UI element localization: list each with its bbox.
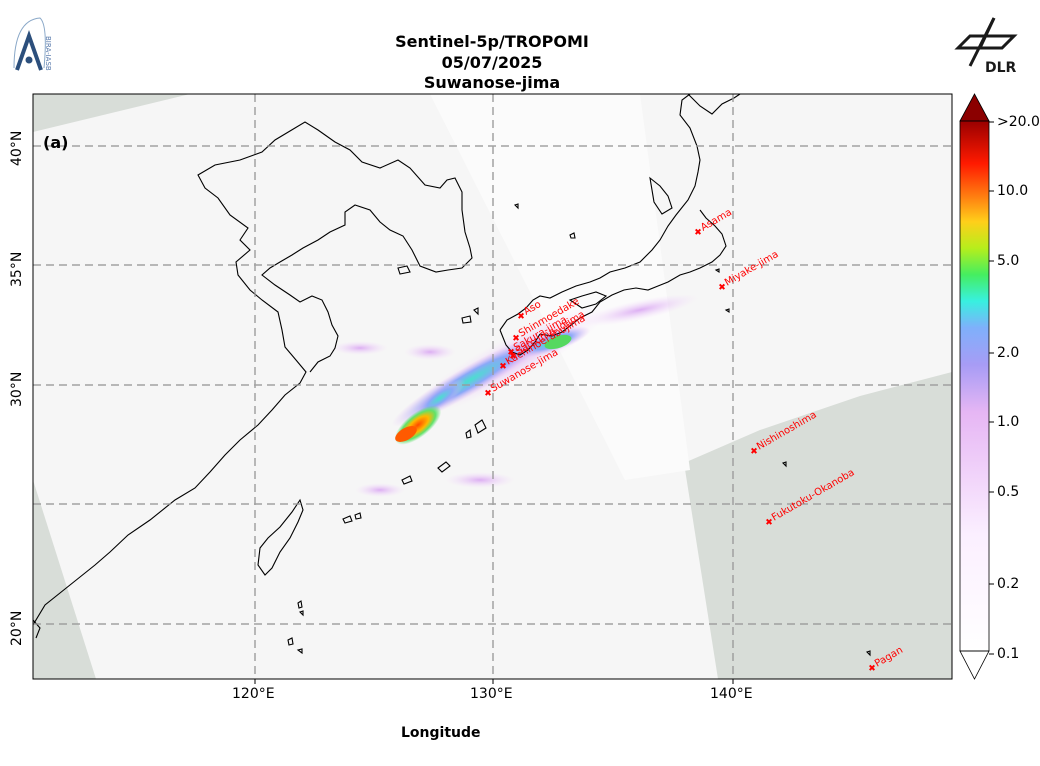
- x-tick-label-140: 140°E: [710, 686, 753, 702]
- figure-title: Sentinel-5p/TROPOMI 05/07/2025 Suwanose-…: [0, 32, 984, 94]
- bira-iasb-logo-text: BIRA-IASB: [44, 36, 52, 71]
- y-tick-label-30: 30°N: [9, 371, 25, 407]
- volcano-marker-satsuma-iojima: ✖: [509, 352, 517, 362]
- gridlines: [33, 94, 952, 679]
- swath-seam: [430, 94, 690, 480]
- colorbar-tick-0-1: 0.1: [997, 646, 1020, 662]
- x-axis-title: Longitude: [401, 725, 481, 741]
- y-tick-label-40: 40°N: [9, 130, 25, 166]
- volcano-marker-asama: ✖: [694, 228, 702, 238]
- panel-label: (a): [43, 133, 69, 152]
- volcano-marker-miyake-jima: ✖: [718, 283, 726, 293]
- volcano-marker-suwanose-jima: ✖: [484, 389, 492, 399]
- volcano-marker-fukutoku-okanoba: ✖: [765, 518, 773, 528]
- no-data-region: [684, 372, 952, 679]
- title-date: 05/07/2025: [441, 52, 543, 72]
- colorbar-tick-0-2: 0.2: [997, 576, 1020, 592]
- no-data-region: [33, 94, 190, 132]
- volcano-marker-aso: ✖: [517, 312, 525, 322]
- no-data-region: [33, 480, 96, 679]
- volcano-marker-sakura-jima: ✖: [507, 348, 515, 358]
- bira-iasb-logo: [13, 17, 46, 71]
- colorbar: [959, 93, 994, 680]
- x-tick-label-130: 130°E: [470, 686, 513, 702]
- title-instrument: Sentinel-5p/TROPOMI: [395, 32, 589, 51]
- colorbar-tick-1-0: 1.0: [997, 414, 1020, 430]
- colorbar-tick-0-5: 0.5: [997, 484, 1020, 500]
- volcano-marker-shinmoedake: ✖: [512, 334, 520, 344]
- coastlines: [33, 94, 871, 657]
- x-tick-label-120: 120°E: [232, 686, 275, 702]
- map-area: ✖Asama✖Miyake-jima✖Aso✖Shinmoedake✖Sakur…: [33, 94, 952, 679]
- volcano-marker-pagan: ✖: [868, 664, 876, 674]
- dlr-logo-text: DLR: [985, 60, 1017, 76]
- colorbar-extend-min: [959, 650, 990, 680]
- volcano-marker-kuchinoerabujima: ✖: [499, 362, 507, 372]
- x-tick-marks: [254, 679, 734, 684]
- colorbar-tick-10-0: 10.0: [997, 183, 1029, 199]
- colorbar-tick-5-0: 5.0: [997, 253, 1020, 269]
- colorbar-tick-20-0: >20.0: [997, 114, 1040, 130]
- colorbar-tick-2-0: 2.0: [997, 345, 1020, 361]
- colorbar-extend-max: [959, 93, 990, 122]
- volcano-marker-nishinoshima: ✖: [750, 447, 758, 457]
- dlr-logo: [954, 17, 1018, 67]
- y-tick-label-20: 20°N: [9, 610, 25, 646]
- y-tick-label-35: 35°N: [9, 251, 25, 287]
- title-volcano: Suwanose-jima: [423, 73, 561, 92]
